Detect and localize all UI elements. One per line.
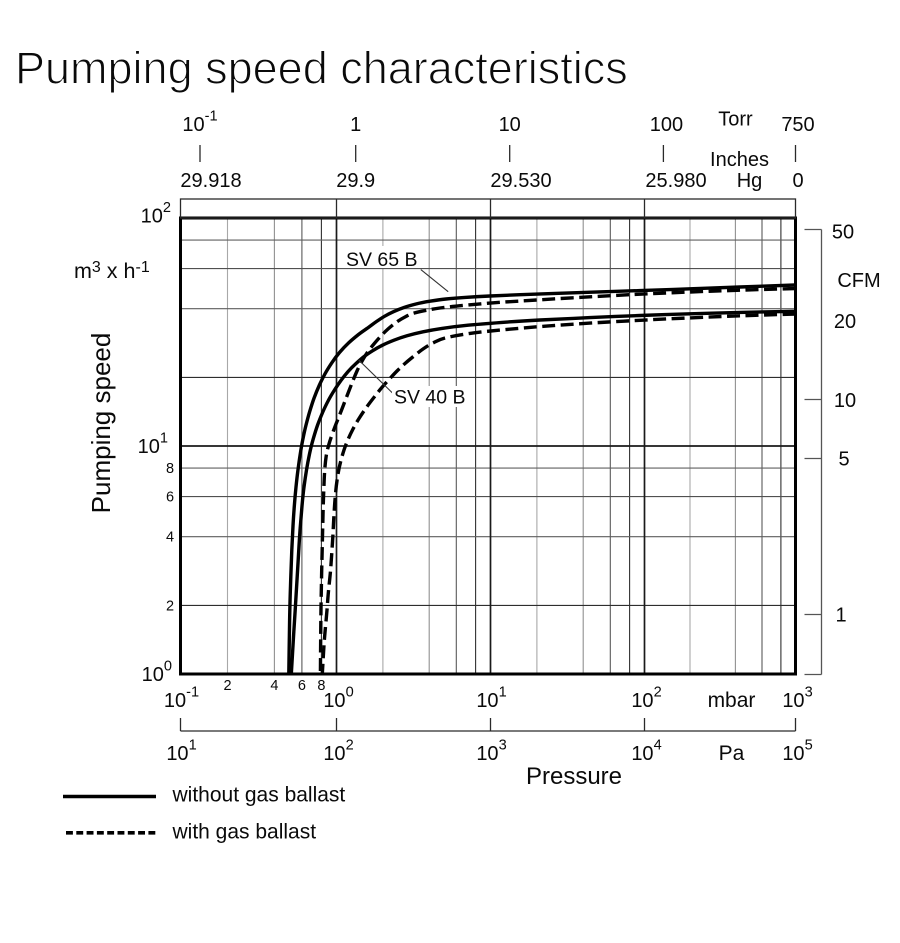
- svg-text:100: 100: [650, 114, 683, 136]
- svg-text:8: 8: [317, 678, 325, 694]
- svg-text:1: 1: [835, 605, 846, 627]
- svg-text:SV 65 B: SV 65 B: [346, 249, 418, 271]
- svg-text:with gas ballast: with gas ballast: [172, 821, 317, 844]
- svg-text:Inches: Inches: [710, 149, 769, 171]
- svg-text:102: 102: [631, 684, 661, 712]
- svg-text:102: 102: [323, 737, 353, 765]
- svg-text:105: 105: [782, 737, 812, 765]
- svg-text:Pumping speed characteristics: Pumping speed characteristics: [15, 43, 628, 94]
- svg-text:101: 101: [476, 684, 506, 712]
- svg-text:Pumping speed: Pumping speed: [86, 333, 116, 514]
- svg-text:103: 103: [782, 684, 812, 712]
- svg-text:102: 102: [141, 200, 171, 228]
- svg-text:29.530: 29.530: [490, 170, 551, 192]
- svg-text:0: 0: [792, 170, 803, 192]
- svg-text:2: 2: [166, 598, 174, 614]
- svg-text:103: 103: [476, 737, 506, 765]
- svg-text:5: 5: [838, 449, 849, 471]
- svg-text:Pressure: Pressure: [526, 763, 622, 790]
- svg-text:10-1: 10-1: [182, 108, 217, 136]
- svg-text:2: 2: [223, 678, 231, 694]
- svg-text:1: 1: [350, 114, 361, 136]
- svg-text:100: 100: [323, 684, 353, 712]
- svg-text:100: 100: [142, 658, 172, 686]
- svg-text:Hg: Hg: [737, 170, 763, 192]
- svg-text:25.980: 25.980: [645, 170, 706, 192]
- svg-text:10-1: 10-1: [164, 684, 199, 712]
- svg-text:101: 101: [138, 430, 168, 458]
- svg-text:29.918: 29.918: [180, 170, 241, 192]
- svg-text:29.9: 29.9: [336, 170, 375, 192]
- svg-text:m3 x h-1: m3 x h-1: [74, 259, 150, 283]
- svg-text:6: 6: [166, 490, 174, 506]
- svg-text:Torr: Torr: [718, 109, 753, 131]
- svg-text:without gas ballast: without gas ballast: [172, 784, 346, 807]
- svg-text:750: 750: [781, 114, 814, 136]
- svg-text:mbar: mbar: [708, 689, 756, 712]
- svg-text:10: 10: [499, 114, 521, 136]
- svg-text:SV 40 B: SV 40 B: [394, 387, 466, 409]
- svg-text:20: 20: [834, 311, 856, 333]
- svg-text:Pa: Pa: [719, 742, 745, 765]
- svg-text:101: 101: [166, 737, 196, 765]
- svg-text:CFM: CFM: [837, 270, 880, 292]
- svg-text:4: 4: [166, 530, 174, 546]
- svg-text:104: 104: [631, 737, 661, 765]
- svg-text:10: 10: [834, 390, 856, 412]
- svg-text:6: 6: [298, 678, 306, 694]
- svg-text:4: 4: [270, 678, 278, 694]
- svg-text:50: 50: [832, 222, 854, 244]
- svg-text:8: 8: [166, 461, 174, 477]
